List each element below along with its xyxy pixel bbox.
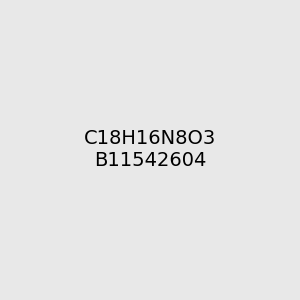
Text: C18H16N8O3
B11542604: C18H16N8O3 B11542604 xyxy=(84,130,216,170)
